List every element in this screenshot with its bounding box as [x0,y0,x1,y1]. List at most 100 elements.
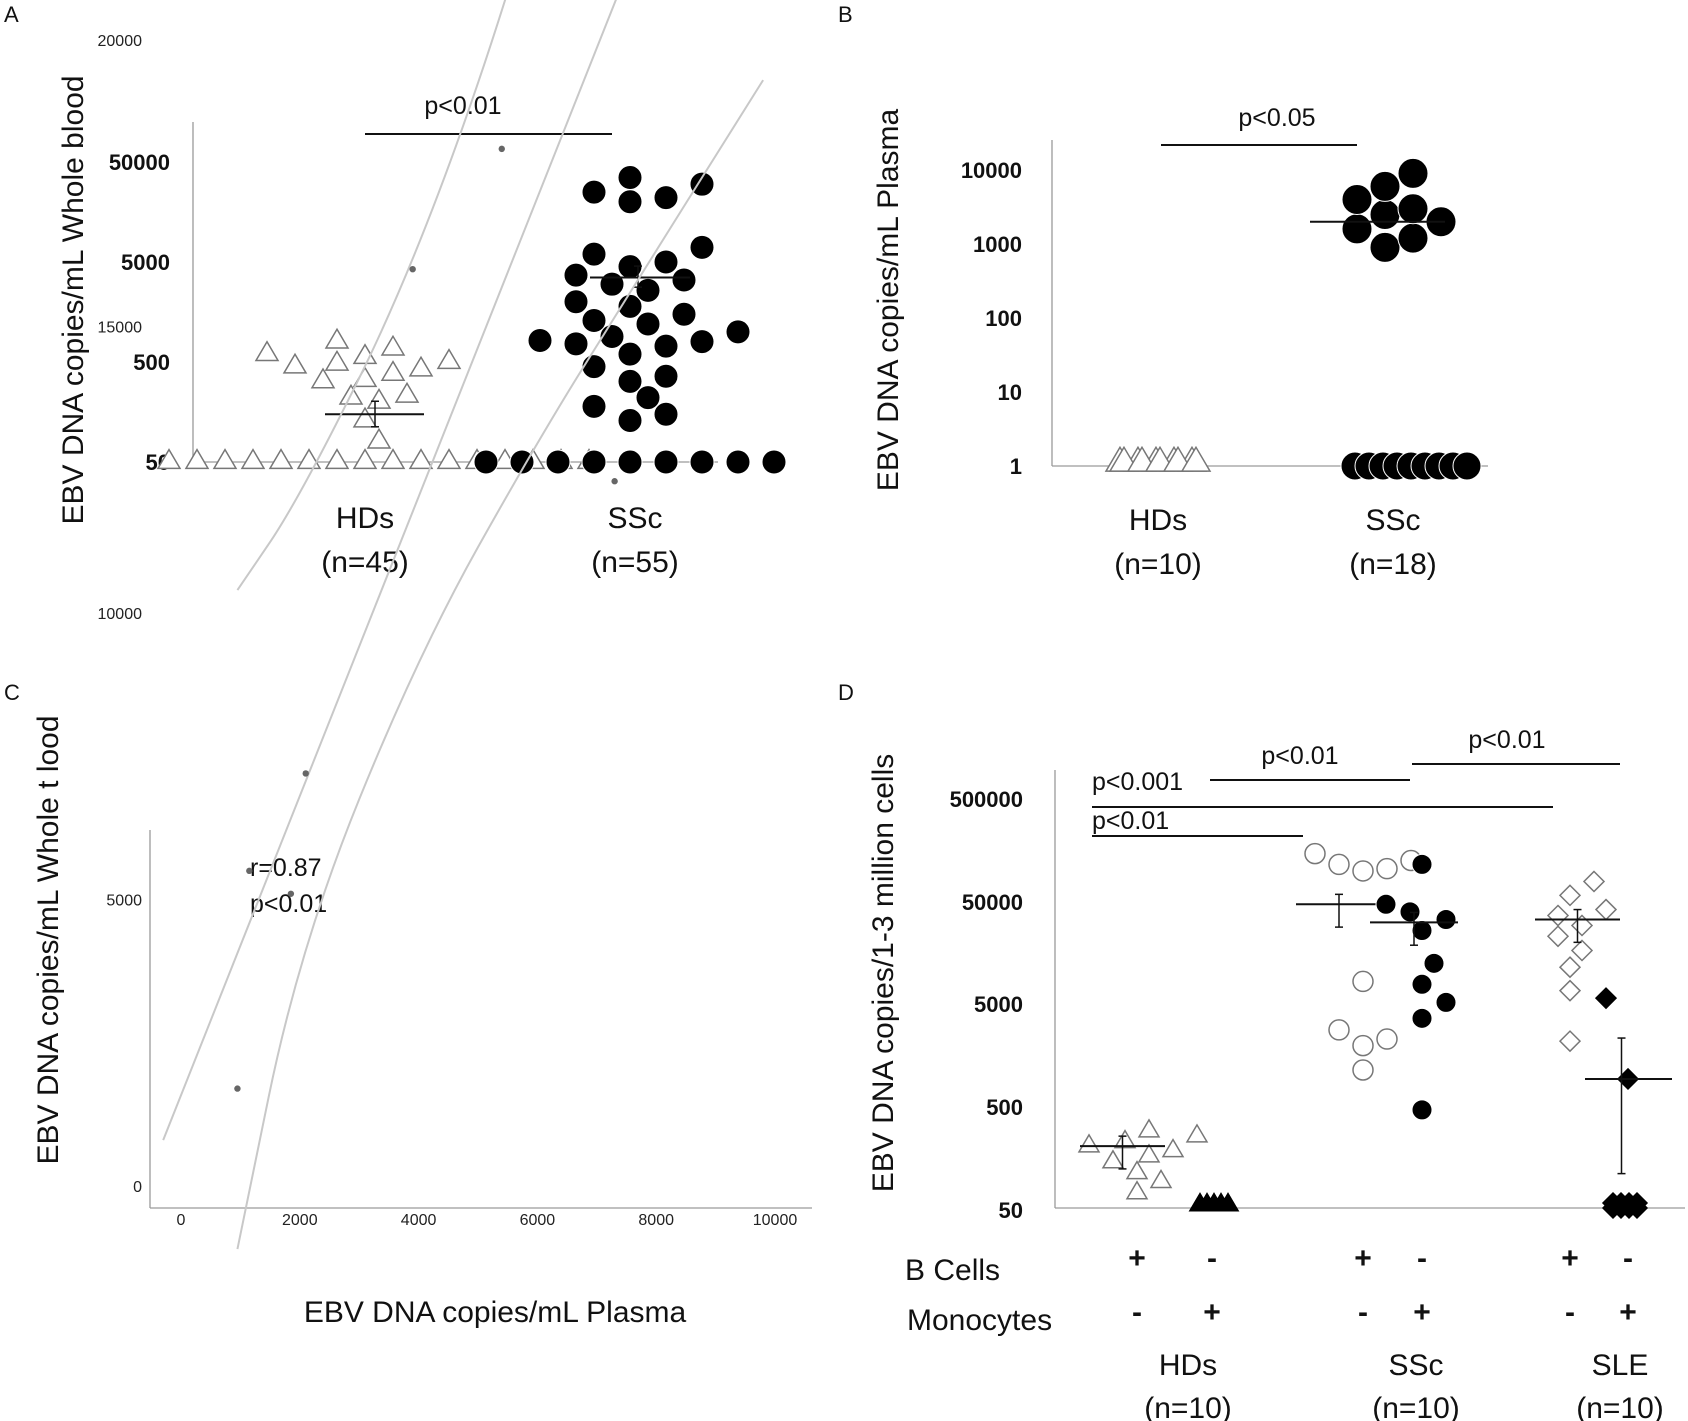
panel-a-point-ssc [581,449,607,475]
panel-b-point-ssc [1341,183,1373,215]
panel-d-p-value: p<0.01 [1261,742,1338,770]
panel-c-ci-upper [236,0,507,591]
panel-a-point-ssc [761,449,787,475]
panel-a-point-ssc [635,277,661,303]
panel-d-point [1161,1138,1185,1158]
panel-b-p-value: p<0.05 [1238,104,1315,132]
panel-d-point [1137,1143,1161,1163]
panel-a-point-ssc [581,241,607,267]
panel-d-point [1125,1160,1149,1180]
panel-a-point-ssc [689,449,715,475]
panel-a-point-hds [352,448,378,470]
panel-a-point-ssc [635,311,661,337]
panel-d-b-cells-sign: - [1417,1242,1427,1275]
panel-a-point-hds [352,406,378,428]
panel-d-monocytes-sign: + [1619,1296,1637,1329]
panel-c-y-tick: 10000 [98,606,143,623]
panel-a-point-hds [380,448,406,470]
panel-a-point-ssc [509,449,535,475]
panel-a-point-ssc [617,408,643,434]
panel-a-point-hds [310,367,336,389]
panel-d-group-n: (n=10) [1144,1392,1232,1421]
panel-b-point-ssc [1341,213,1373,245]
panel-a-y-tick: 5000 [121,250,170,275]
panel-c-x-tick: 4000 [401,1212,437,1229]
panel-a-point-ssc [653,449,679,475]
panel-d-point [1101,1149,1125,1169]
panel-a-point-ssc [581,308,607,334]
panel-c-y-tick: 20000 [98,33,143,50]
panel-d-b-cells-sign: - [1207,1242,1217,1275]
panel-d-y-tick: 500000 [950,787,1023,812]
panel-a-letter: A [4,2,19,27]
panel-a: A EBV DNA copies/mL Whole blood 50000 50… [4,2,787,579]
panel-a-point-hds [394,381,420,403]
panel-d-point [1546,904,1570,927]
panel-a-point-ssc [671,301,697,327]
panel-d-point [1352,1034,1374,1057]
panel-d-p-value: p<0.01 [1468,726,1545,754]
panel-d-point [1570,914,1594,937]
panel-d-point [1558,956,1582,979]
panel-d-point [1375,893,1397,915]
panel-b-y-tick: 1 [1010,454,1022,479]
panel-a-point-ssc [617,341,643,367]
panel-d-point [1411,1099,1433,1121]
panel-b-point-ssc [1397,222,1429,254]
panel-a-point-hds [366,427,392,449]
panel-d-point [1558,884,1582,907]
panel-d-group-n: (n=10) [1372,1392,1460,1421]
panel-a-point-ssc [725,449,751,475]
panel-a-point-ssc [689,171,715,197]
panel-b-y-tick: 100 [985,306,1022,331]
panel-d-y-tick: 500 [986,1095,1023,1120]
panel-c-r-value: r=0.87 [250,854,322,882]
panel-a-point-ssc [725,319,751,345]
panel-a-y-tick: 500 [133,350,170,375]
panel-c-x-tick: 2000 [282,1212,318,1229]
panel-d-point [1411,1007,1433,1029]
panel-a-x-category-label: SSc [607,502,662,535]
panel-b-point-ssc [1452,451,1482,481]
panel-d-row-label-b-cells: B Cells [905,1254,1000,1287]
panel-c-point [234,1085,241,1092]
panel-d-point [1546,925,1570,948]
panel-a-point-hds [296,448,322,470]
panel-b-point-hds [1180,445,1212,472]
panel-a-point-hds [436,448,462,470]
panel-b-x-category-n: (n=18) [1349,548,1437,581]
panel-c: C EBV DNA copies/mL Whole t lood EBV DNA… [4,0,812,1329]
panel-d-point [1558,1030,1582,1053]
panel-a-point-ssc [653,249,679,275]
panel-a-point-hds [352,343,378,365]
panel-d-point [1411,920,1433,942]
panel-b-x-category-label: SSc [1365,504,1420,537]
panel-d-point [1149,1169,1173,1189]
panel-a-point-ssc [545,449,571,475]
panel-a-y-axis-label: EBV DNA copies/mL Whole blood [57,75,90,524]
panel-d-p-value: p<0.001 [1092,768,1183,796]
panel-a-point-ssc [599,271,625,297]
panel-b-point-ssc [1369,199,1401,231]
panel-d-y-tick: 5000 [974,992,1023,1017]
panel-d-monocytes-sign: + [1203,1296,1221,1329]
panel-a-point-ssc [581,179,607,205]
panel-d-y-tick: 50000 [962,890,1023,915]
panel-a-point-ssc [653,185,679,211]
panel-d-point [1435,991,1457,1013]
panel-a-point-ssc [617,164,643,190]
panel-c-point [611,478,618,485]
panel-c-point [409,266,416,273]
panel-d-b-cells-sign: + [1354,1242,1372,1275]
panel-d-p-value: p<0.01 [1092,807,1169,835]
panel-c-letter: C [4,680,20,705]
panel-c-y-axis-label: EBV DNA copies/mL Whole t lood [32,715,65,1164]
panel-d-monocytes-sign: + [1413,1296,1431,1329]
panel-c-x-tick: 6000 [520,1212,556,1229]
panel-a-point-hds [240,448,266,470]
panel-d-point [1594,898,1618,921]
panel-d-point [1352,970,1374,993]
panel-a-point-ssc [581,354,607,380]
panel-d-letter: D [838,680,854,705]
